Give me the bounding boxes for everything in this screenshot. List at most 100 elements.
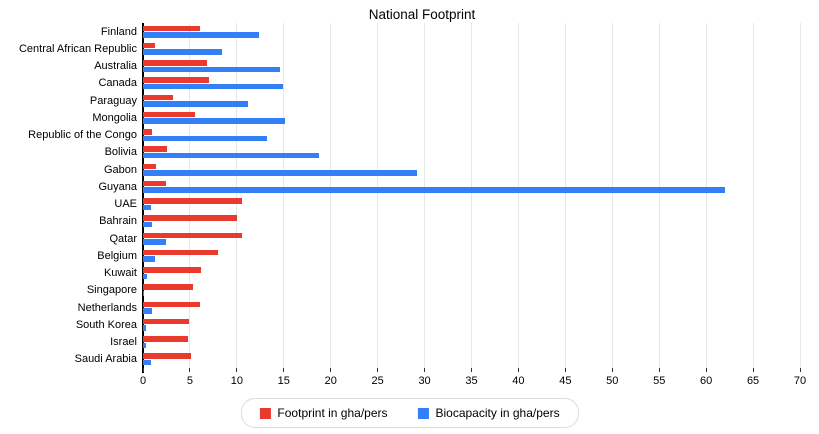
biocapacity-bar bbox=[143, 325, 146, 331]
gridline bbox=[517, 23, 519, 368]
bar-row: Guyana bbox=[98, 178, 800, 195]
bar-row: UAE bbox=[114, 196, 800, 213]
axis-tick bbox=[611, 368, 613, 372]
axis-tick bbox=[377, 368, 379, 372]
biocapacity-bar bbox=[143, 273, 147, 280]
axis-tick bbox=[330, 368, 332, 372]
gridline bbox=[189, 23, 191, 368]
biocapacity-bar bbox=[143, 101, 249, 107]
footprint-bar bbox=[143, 301, 201, 308]
bar-row: Canada bbox=[98, 75, 800, 92]
bar-row: Netherlands bbox=[78, 299, 800, 316]
biocapacity-bar bbox=[143, 152, 320, 159]
bar-row: Gabon bbox=[104, 161, 800, 178]
biocapacity-bar bbox=[143, 342, 146, 349]
bar-row: Kuwait bbox=[104, 265, 800, 282]
gridline bbox=[424, 23, 426, 368]
axis-tick-label: 50 bbox=[606, 375, 619, 387]
axis-tick-label: 35 bbox=[465, 375, 478, 387]
axis-tick-label: 25 bbox=[371, 375, 384, 387]
footprint-bar bbox=[143, 232, 242, 239]
category-label: Gabon bbox=[103, 163, 137, 176]
bar-row: Israel bbox=[110, 334, 800, 351]
axis-tick-label: 0 bbox=[139, 375, 147, 387]
gridline bbox=[377, 23, 379, 368]
axis-tick bbox=[517, 368, 519, 372]
axis-tick-label: 60 bbox=[700, 375, 713, 387]
footprint-bar bbox=[143, 163, 157, 170]
axis-tick bbox=[799, 368, 801, 372]
footprint-swatch-icon bbox=[259, 407, 271, 419]
axis-tick-label: 30 bbox=[418, 375, 431, 387]
axis-tick bbox=[564, 368, 566, 372]
biocapacity-bar bbox=[143, 359, 151, 366]
chart-legend: Footprint in gha/pers Biocapacity in gha… bbox=[240, 398, 579, 428]
category-label: Bolivia bbox=[104, 146, 137, 159]
biocapacity-bar bbox=[143, 170, 418, 176]
category-label: Bahrain bbox=[99, 215, 137, 228]
bar-row: Finland bbox=[101, 23, 800, 40]
axis-tick bbox=[424, 368, 426, 372]
axis-tick-label: 65 bbox=[746, 375, 760, 387]
bar-row: Mongolia bbox=[92, 109, 800, 126]
biocapacity-bar bbox=[143, 204, 151, 211]
gridline bbox=[236, 23, 238, 368]
axis-tick bbox=[752, 368, 754, 372]
biocapacity-bar bbox=[143, 256, 156, 262]
y-axis-line bbox=[142, 23, 144, 373]
bar-row: Bahrain bbox=[99, 213, 800, 230]
footprint-bar bbox=[143, 336, 189, 342]
footprint-bar bbox=[143, 94, 174, 101]
category-label: Canada bbox=[98, 77, 137, 90]
biocapacity-swatch-icon bbox=[417, 407, 429, 419]
bar-row: Qatar bbox=[109, 230, 800, 247]
footprint-bar bbox=[143, 146, 168, 152]
gridline bbox=[330, 23, 332, 368]
axis-tick bbox=[658, 368, 660, 372]
category-label: Republic of the Congo bbox=[28, 129, 137, 142]
axis-tick-label: 70 bbox=[793, 375, 807, 387]
axis-tick bbox=[236, 368, 238, 372]
bar-row: Singapore bbox=[87, 282, 800, 299]
axis-tick-label: 55 bbox=[653, 375, 666, 387]
gridline bbox=[471, 23, 472, 368]
plot-area: 0 5 10 15 20 25 30 35 40 45 50 55 60 65 70 Finland Centr… bbox=[19, 23, 806, 387]
axis-tick-label: 20 bbox=[324, 375, 337, 387]
gridline bbox=[705, 23, 707, 368]
footprint-bar bbox=[143, 249, 219, 256]
bar-row: Republic of the Congo bbox=[28, 127, 800, 144]
category-label: Australia bbox=[94, 60, 137, 73]
footprint-bar bbox=[143, 25, 201, 32]
biocapacity-bar bbox=[143, 32, 260, 38]
axis-tick-label: 45 bbox=[559, 375, 572, 387]
biocapacity-bar bbox=[143, 187, 725, 193]
biocapacity-bar bbox=[143, 135, 267, 142]
footprint-bar bbox=[143, 180, 166, 187]
biocapacity-bar bbox=[143, 49, 222, 55]
biocapacity-legend-label: Biocapacity in gha/pers bbox=[435, 406, 560, 420]
category-label: Netherlands bbox=[77, 301, 137, 314]
biocapacity-bar bbox=[143, 83, 283, 90]
footprint-bar bbox=[143, 111, 195, 118]
biocapacity-bar bbox=[143, 118, 285, 124]
bar-row: Australia bbox=[94, 58, 800, 75]
legend-item-biocapacity: Biocapacity in gha/pers bbox=[417, 406, 560, 420]
axis-tick-label: 15 bbox=[277, 375, 290, 387]
axis-tick-label: 5 bbox=[186, 375, 193, 387]
axis-tick bbox=[471, 368, 472, 372]
gridline bbox=[564, 23, 566, 368]
gridline bbox=[658, 23, 660, 368]
footprint-bar bbox=[143, 215, 237, 221]
bar-row: Saudi Arabia bbox=[75, 351, 800, 368]
category-label: Belgium bbox=[97, 249, 137, 262]
category-label: Central African Republic bbox=[18, 42, 137, 55]
footprint-bar bbox=[143, 42, 156, 49]
bar-row: South Korea bbox=[76, 316, 800, 333]
gridline bbox=[611, 23, 613, 368]
category-label: Israel bbox=[110, 336, 137, 349]
footprint-bar bbox=[143, 267, 202, 273]
category-label: South Korea bbox=[75, 318, 137, 331]
bar-row: Bolivia bbox=[105, 144, 800, 161]
category-label: Singapore bbox=[86, 284, 137, 297]
footprint-bar bbox=[143, 284, 193, 290]
